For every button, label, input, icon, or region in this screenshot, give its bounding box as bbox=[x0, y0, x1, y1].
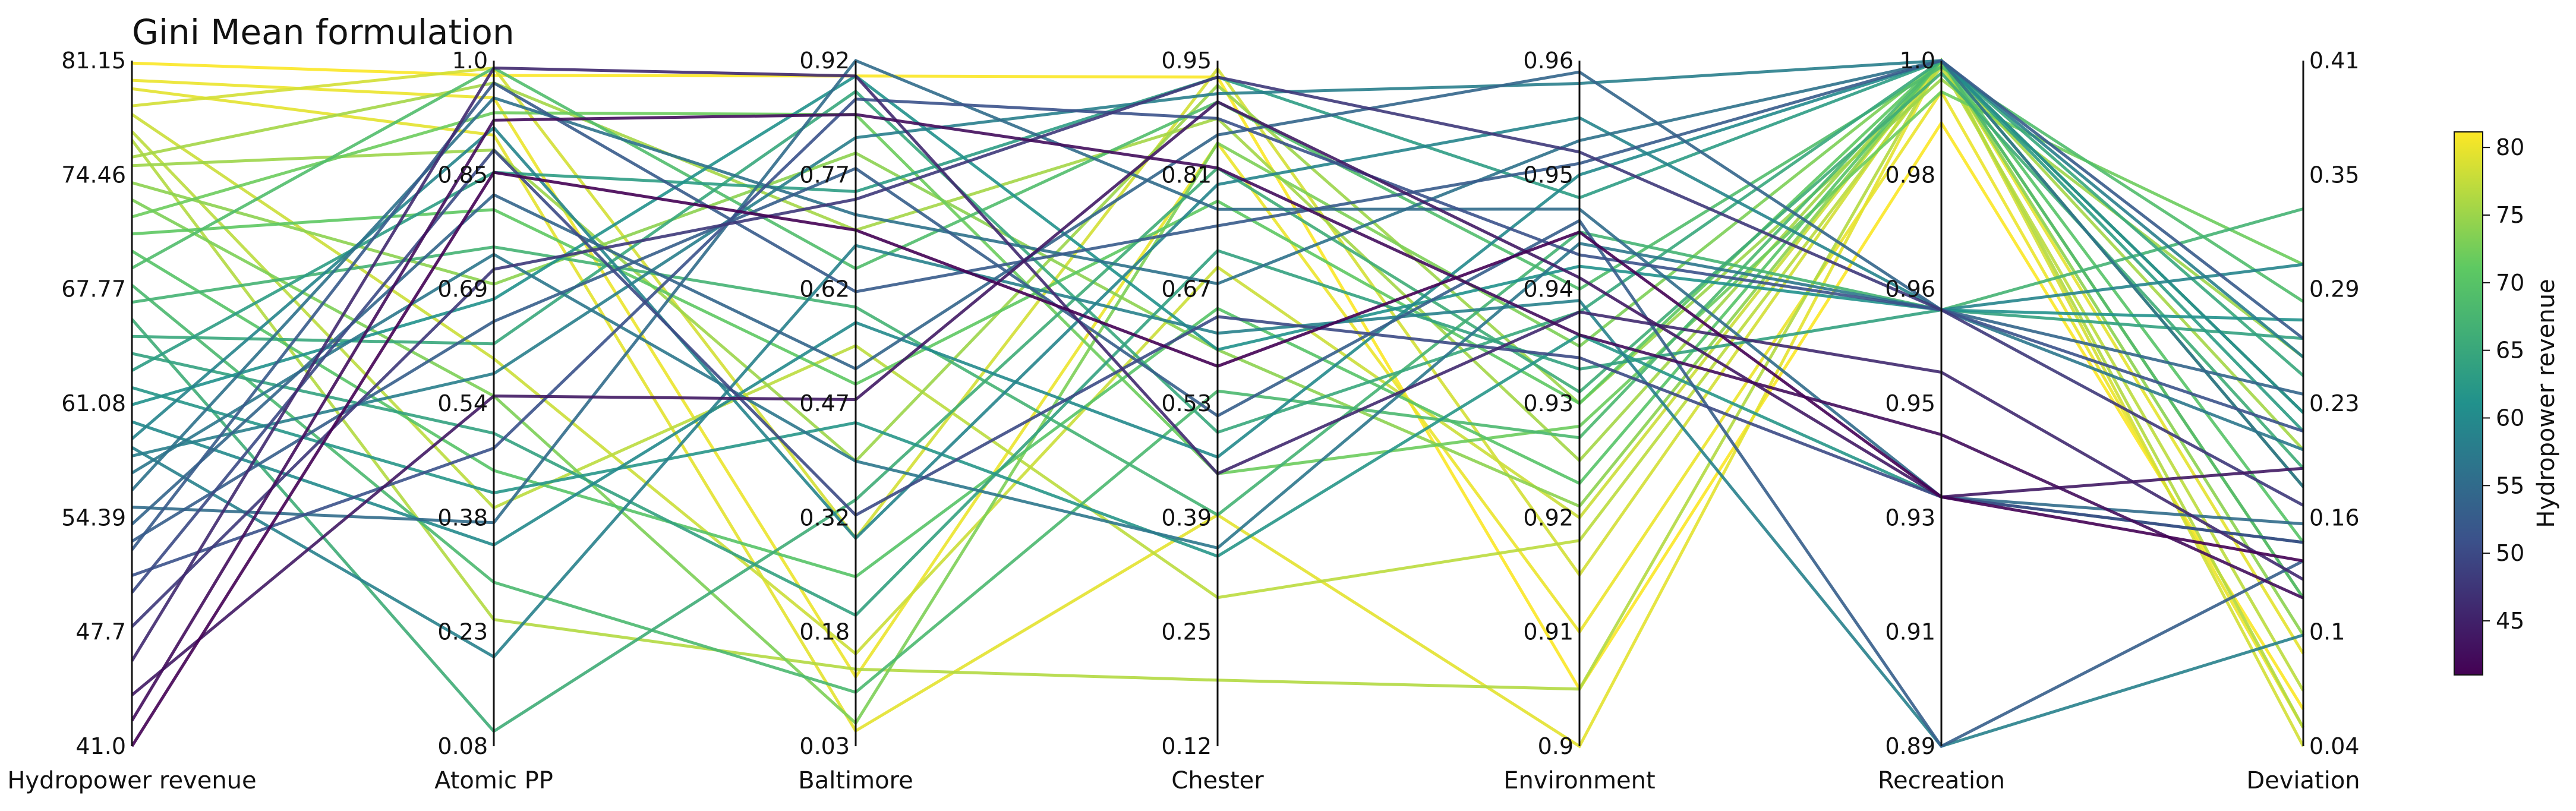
colorbar-ticks: 80 75 70 65 60 55 50 45 bbox=[2483, 134, 2524, 634]
colorbar-label: Hydropower revenue bbox=[2533, 279, 2560, 528]
axis-tick-label: 0.89 bbox=[1885, 733, 1935, 759]
axis-tick-label: 0.93 bbox=[1523, 390, 1574, 416]
colorbar-tick-label: 45 bbox=[2496, 608, 2524, 634]
axis-tick-label: 0.67 bbox=[1161, 276, 1212, 302]
axis-tick-label: 0.18 bbox=[799, 619, 850, 645]
colorbar-tick-label: 55 bbox=[2496, 472, 2524, 498]
axis-tick-label: 0.85 bbox=[437, 162, 488, 188]
axis-tick-label: 0.96 bbox=[1523, 48, 1574, 74]
axis-tick-label: 0.03 bbox=[799, 733, 850, 759]
axis-tick-label: 0.23 bbox=[437, 619, 488, 645]
axis-name: Deviation bbox=[2246, 767, 2360, 794]
axis-tick-label: 0.93 bbox=[1885, 504, 1935, 531]
axis-tick-label: 0.38 bbox=[437, 504, 488, 531]
axis-tick-label: 47.7 bbox=[75, 619, 126, 645]
axis-tick-label: 0.53 bbox=[1161, 390, 1212, 416]
colorbar-gradient bbox=[2454, 131, 2483, 676]
axis-tick-label: 0.32 bbox=[799, 504, 850, 531]
axis-tick-label: 74.46 bbox=[61, 162, 126, 188]
axis-tick-label: 1.0 bbox=[452, 48, 488, 74]
axis-tick-label: 0.04 bbox=[2309, 733, 2360, 759]
axis-tick-label: 0.94 bbox=[1523, 276, 1574, 302]
axis-tick-label: 81.15 bbox=[61, 48, 126, 74]
axis-tick-label: 0.91 bbox=[1523, 619, 1574, 645]
axis-name: Environment bbox=[1503, 767, 1655, 794]
axis-tick-label: 0.41 bbox=[2309, 48, 2360, 74]
axis-tick-label: 0.92 bbox=[799, 48, 850, 74]
axis-tick-label: 0.1 bbox=[2309, 619, 2345, 645]
axis-name: Atomic PP bbox=[434, 767, 553, 794]
axis-name: Recreation bbox=[1878, 767, 2005, 794]
axis-tick-label: 0.62 bbox=[799, 276, 850, 302]
axis-tick-label: 0.35 bbox=[2309, 162, 2360, 188]
axis-tick-label: 0.95 bbox=[1523, 162, 1574, 188]
axis-tick-label: 0.96 bbox=[1885, 276, 1935, 302]
axis-tick-label: 0.9 bbox=[1538, 733, 1574, 759]
axis-tick-label: 0.95 bbox=[1885, 390, 1935, 416]
axis-tick-label: 0.54 bbox=[437, 390, 488, 416]
axis-tick-label: 1.0 bbox=[1900, 48, 1935, 74]
colorbar-tick-label: 50 bbox=[2496, 540, 2524, 566]
colorbar-tick-label: 65 bbox=[2496, 337, 2524, 364]
axes: 81.15 74.46 67.77 61.08 54.39 47.7 41.0 Hydropo… bbox=[7, 48, 2360, 794]
axis-name: Hydropower revenue bbox=[7, 767, 256, 794]
colorbar-tick-label: 80 bbox=[2496, 134, 2524, 160]
axis-name: Chester bbox=[1171, 767, 1264, 794]
axis-tick-label: 0.81 bbox=[1161, 162, 1212, 188]
axis-tick-label: 41.0 bbox=[75, 733, 126, 759]
axis-tick-label: 0.98 bbox=[1885, 162, 1935, 188]
axis-tick-label: 0.77 bbox=[799, 162, 850, 188]
axis-tick-label: 0.95 bbox=[1161, 48, 1212, 74]
axis-name: Baltimore bbox=[798, 767, 913, 794]
colorbar-tick-label: 75 bbox=[2496, 202, 2524, 228]
axis-tick-label: 0.16 bbox=[2309, 504, 2360, 531]
axis-tick-label: 54.39 bbox=[61, 504, 126, 531]
colorbar: 80 75 70 65 60 55 50 45 Hydropower revenue bbox=[2454, 131, 2560, 676]
axis-tick-label: 0.92 bbox=[1523, 504, 1574, 531]
axis-tick-label: 0.23 bbox=[2309, 390, 2360, 416]
axis-tick-label: 67.77 bbox=[61, 276, 126, 302]
colorbar-tick-label: 60 bbox=[2496, 405, 2524, 431]
axis-tick-label: 61.08 bbox=[61, 390, 126, 416]
axis-tick-label: 0.08 bbox=[437, 733, 488, 759]
axis-tick-label: 0.25 bbox=[1161, 619, 1212, 645]
axis-tick-label: 0.91 bbox=[1885, 619, 1935, 645]
axis-tick-label: 0.69 bbox=[437, 276, 488, 302]
axis-tick-label: 0.39 bbox=[1161, 504, 1212, 531]
axis-tick-label: 0.47 bbox=[799, 390, 850, 416]
chart-title: Gini Mean formulation bbox=[132, 12, 515, 52]
axis-tick-label: 0.29 bbox=[2309, 276, 2360, 302]
colorbar-tick-label: 70 bbox=[2496, 270, 2524, 296]
axis-tick-label: 0.12 bbox=[1161, 733, 1212, 759]
